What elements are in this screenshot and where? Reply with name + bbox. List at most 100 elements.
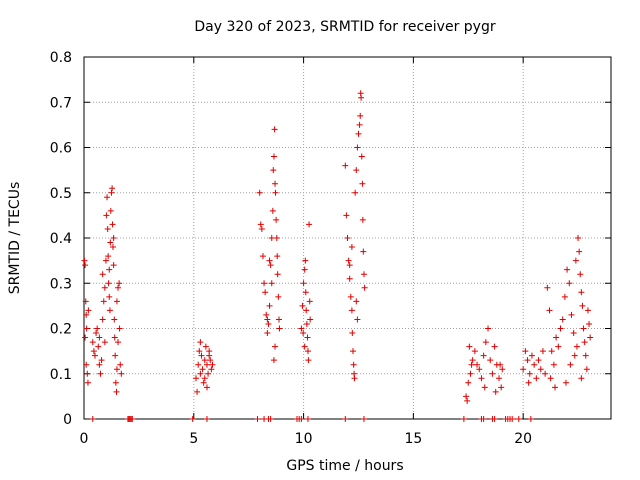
data-point [562, 379, 569, 386]
x-tick-label: 0 [80, 431, 89, 447]
data-point [106, 266, 113, 273]
data-point [202, 343, 209, 350]
data-point [263, 311, 270, 318]
data-point [196, 348, 203, 355]
data-point [104, 225, 111, 232]
data-point [107, 239, 114, 246]
data-point [254, 416, 261, 422]
data-point [264, 330, 271, 337]
data-point [575, 235, 582, 241]
data-point [107, 207, 114, 214]
data-point [301, 266, 308, 273]
data-point [346, 262, 353, 269]
data-point [584, 307, 591, 314]
data-point [555, 343, 562, 350]
x-axis-label: GPS time / hours [286, 458, 403, 474]
data-point [82, 298, 89, 305]
data-point [116, 280, 123, 287]
data-point [577, 271, 584, 278]
data-point [306, 221, 313, 228]
data-point [113, 298, 120, 305]
data-point [566, 280, 573, 287]
data-point [583, 366, 590, 373]
data-point [572, 257, 579, 264]
data-point [205, 370, 212, 377]
data-point [89, 416, 96, 422]
data-point [111, 316, 118, 323]
data-point [109, 221, 116, 228]
data-point [101, 339, 108, 346]
data-point [267, 262, 274, 269]
data-point [352, 189, 359, 196]
data-point [587, 334, 594, 341]
data-point [535, 357, 542, 364]
data-point [275, 293, 282, 300]
data-point [499, 366, 506, 373]
data-point [474, 361, 481, 368]
data-point [463, 393, 470, 400]
data-point [101, 284, 108, 291]
data-point [258, 225, 265, 232]
data-point [83, 311, 90, 318]
y-tick-label: 0 [63, 412, 72, 428]
data-point [360, 271, 367, 278]
grid [84, 57, 611, 419]
data-point [198, 352, 205, 359]
data-point [342, 416, 349, 422]
data-point [201, 375, 208, 382]
data-point [348, 307, 355, 314]
data-point [522, 348, 529, 355]
data-point [108, 189, 115, 196]
data-point [546, 307, 553, 314]
data-point [349, 330, 356, 337]
data-point [579, 302, 586, 309]
data-point [525, 379, 532, 386]
data-point [305, 357, 312, 364]
data-point [268, 235, 275, 241]
data-point [89, 339, 96, 346]
data-point [208, 366, 215, 373]
data-point [267, 416, 274, 422]
data-point [464, 397, 471, 404]
data-point [342, 162, 349, 169]
data-point [544, 284, 551, 291]
data-point [129, 416, 136, 422]
data-point [539, 348, 546, 355]
data-point [531, 361, 538, 368]
data-point [261, 280, 268, 287]
data-point [203, 361, 210, 368]
data-point [476, 366, 483, 373]
data-point [84, 379, 91, 386]
data-point [304, 416, 311, 422]
data-point [361, 284, 368, 291]
data-point [115, 339, 122, 346]
data-point [485, 325, 492, 332]
y-tick-label: 0.6 [50, 141, 72, 157]
data-point [469, 357, 476, 364]
data-point [567, 361, 574, 368]
data-point [582, 352, 589, 359]
data-point [195, 361, 202, 368]
data-point [197, 370, 204, 377]
data-point [256, 189, 263, 196]
data-point [498, 384, 505, 391]
data-point [561, 293, 568, 300]
data-point [497, 361, 504, 368]
data-point [91, 352, 98, 359]
data-point [468, 361, 475, 368]
data-point [491, 416, 498, 422]
data-point [113, 388, 120, 395]
data-point [194, 388, 201, 395]
data-point [526, 370, 533, 377]
data-point [270, 357, 277, 364]
data-point [103, 212, 110, 219]
data-point [509, 416, 516, 422]
data-point [192, 375, 199, 382]
data-point [203, 384, 210, 391]
data-point [104, 194, 111, 201]
data-point [300, 280, 307, 287]
data-point [264, 316, 271, 323]
data-point [96, 361, 103, 368]
data-point [537, 366, 544, 373]
data-point [265, 320, 272, 327]
